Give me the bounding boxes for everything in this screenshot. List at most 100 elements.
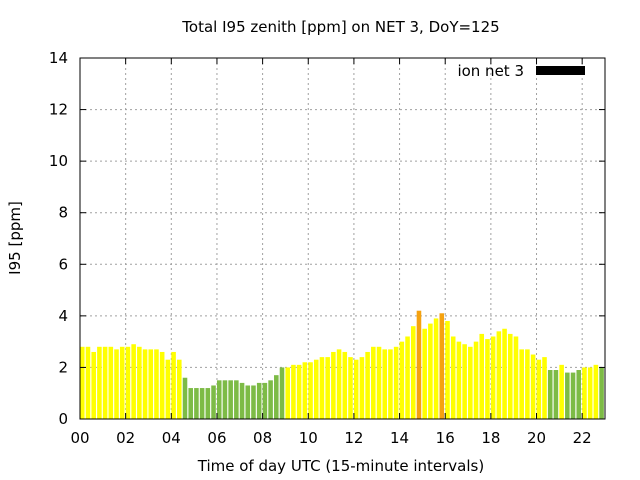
bar [91, 351, 96, 419]
bar [296, 364, 302, 419]
bar [188, 388, 193, 419]
bar [376, 346, 382, 419]
bar [85, 346, 91, 419]
bar [359, 357, 365, 419]
bar [291, 364, 296, 419]
bar [268, 380, 273, 419]
bar [416, 310, 422, 419]
bar [274, 375, 279, 419]
bar [542, 357, 547, 419]
bar [182, 377, 188, 419]
bar [177, 359, 182, 419]
bar [239, 382, 245, 419]
bar [165, 359, 171, 419]
x-tick-label: 20 [527, 429, 546, 447]
bar [582, 367, 587, 419]
bar [565, 372, 570, 419]
bar [513, 336, 519, 419]
bar [331, 351, 336, 419]
bar [410, 326, 416, 419]
bar [576, 370, 582, 419]
bar [211, 385, 216, 419]
bar [154, 349, 159, 419]
bar [319, 357, 325, 419]
plot-frame [79, 57, 606, 420]
bar [313, 359, 319, 419]
bar [462, 344, 467, 419]
y-tick-label: 0 [58, 410, 68, 428]
bar [148, 349, 154, 419]
bar [222, 380, 228, 419]
bar [353, 359, 359, 419]
bar [245, 385, 251, 419]
x-tick-label: 22 [573, 429, 592, 447]
y-tick-label: 8 [58, 204, 68, 222]
bar [336, 349, 342, 419]
bar [302, 362, 308, 419]
x-tick-label: 00 [70, 429, 89, 447]
bar [599, 367, 604, 419]
bar [485, 339, 490, 419]
bar [593, 364, 599, 419]
bar [234, 380, 239, 419]
bar [405, 336, 410, 419]
x-tick-label: 06 [207, 429, 226, 447]
x-tick-label: 18 [481, 429, 500, 447]
bar [114, 349, 119, 419]
bar [519, 349, 524, 419]
bar [496, 331, 502, 419]
bar [256, 382, 262, 419]
bar [428, 323, 433, 419]
bar [468, 346, 473, 419]
bar [308, 362, 313, 419]
bar [102, 346, 108, 419]
legend: ion net 3 [457, 62, 585, 80]
bar [228, 380, 233, 419]
y-tick-label: 2 [58, 358, 68, 376]
legend-label: ion net 3 [457, 62, 524, 80]
bar [80, 346, 85, 419]
bar [285, 367, 290, 419]
bar [422, 328, 427, 419]
x-tick-label: 10 [299, 429, 318, 447]
x-tick-label: 16 [436, 429, 455, 447]
bar [490, 336, 496, 419]
bar [348, 357, 353, 419]
bar [131, 344, 136, 419]
bar [97, 346, 102, 419]
bar [216, 380, 222, 419]
bar [433, 318, 439, 419]
y-axis-label: I95 [ppm] [6, 201, 24, 275]
y-tick-label: 6 [58, 255, 68, 273]
bar [371, 346, 376, 419]
x-tick-label: 08 [253, 429, 272, 447]
y-tick-label: 12 [49, 101, 68, 119]
x-tick-label: 02 [116, 429, 135, 447]
bar [251, 385, 256, 419]
bar [262, 382, 268, 419]
bar [171, 351, 176, 419]
bar [587, 367, 593, 419]
bar [388, 349, 393, 419]
bar [142, 349, 148, 419]
bar [530, 354, 536, 419]
bar [393, 346, 399, 419]
bar [473, 341, 479, 419]
y-tick-label: 4 [58, 307, 68, 325]
bar [194, 388, 199, 419]
bar [445, 321, 450, 419]
bar [199, 388, 205, 419]
bar [502, 328, 507, 419]
bar [382, 349, 388, 419]
bar [125, 346, 131, 419]
bar [205, 388, 211, 419]
grid-lines [80, 58, 605, 419]
bar [137, 346, 142, 419]
bar [439, 313, 445, 419]
bar [547, 370, 553, 419]
x-tick-label: 04 [162, 429, 181, 447]
bar [279, 367, 285, 419]
bar [365, 351, 370, 419]
